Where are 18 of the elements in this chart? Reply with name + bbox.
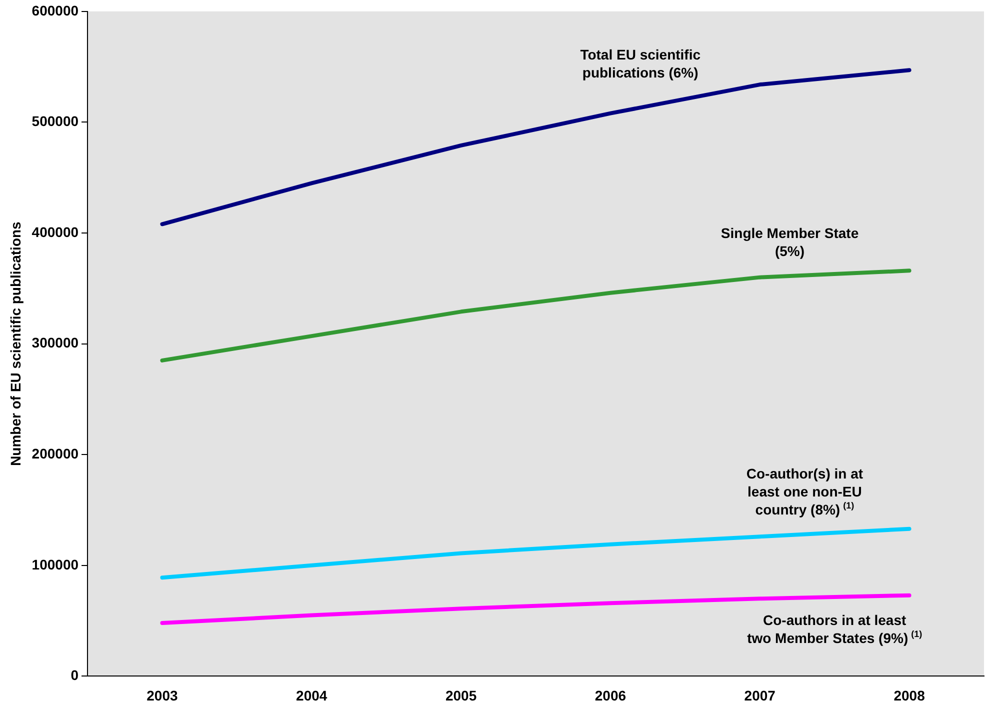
y-tick-label: 300000 <box>32 334 79 351</box>
y-tick-label: 100000 <box>32 556 79 572</box>
y-tick-label: 400000 <box>32 224 79 240</box>
x-tick-label: 2003 <box>146 687 178 704</box>
y-tick-label: 200000 <box>32 445 79 462</box>
y-tick-label: 500000 <box>32 113 79 130</box>
series-label: Total EU scientific publications (6%) <box>580 46 701 81</box>
y-tick-label: 0 <box>70 667 79 684</box>
x-tick-label: 2005 <box>445 687 477 704</box>
text: Co-authors in at least two Member States (9%)(1) <box>747 612 922 646</box>
y-axis-title: Number of EU scientific publications <box>7 221 24 466</box>
x-tick-label: 2008 <box>894 687 926 704</box>
text: Co-author(s) in at least one non-EU country (8%)(1) <box>746 465 864 518</box>
text: Single Member State (5%) <box>720 224 859 259</box>
x-tick-label: 2006 <box>594 687 626 704</box>
x-tick-label: 2004 <box>296 687 328 704</box>
x-tick-label: 2007 <box>744 687 776 704</box>
y-tick-label: 600000 <box>32 2 79 18</box>
